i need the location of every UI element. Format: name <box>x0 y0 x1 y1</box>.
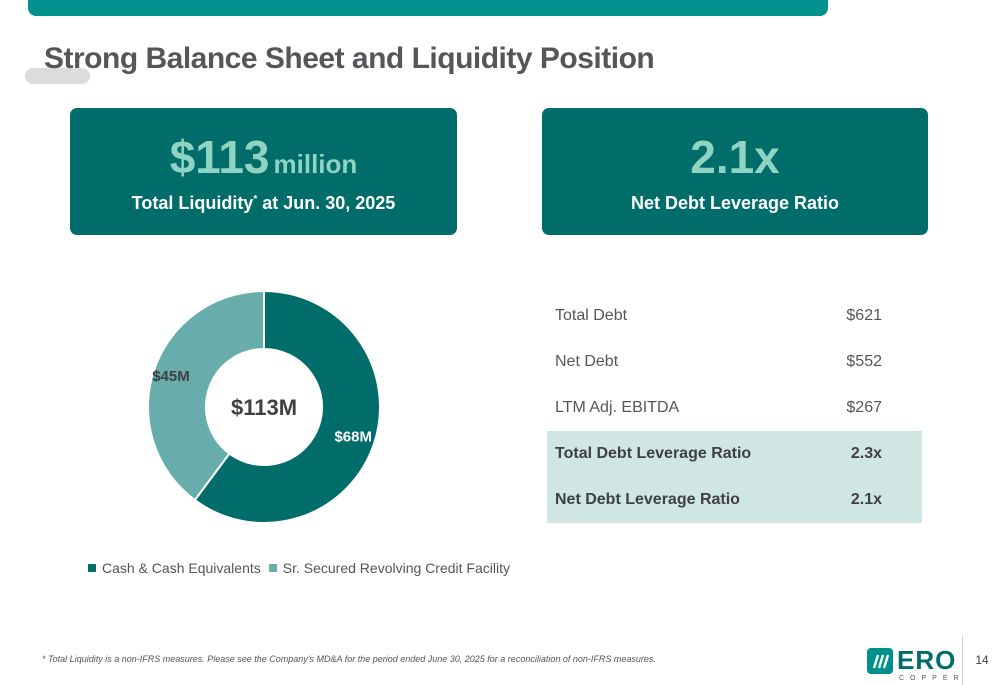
metric-value: 2.3x <box>816 431 922 477</box>
total-liquidity-card: $113 million Total Liquidity* at Jun. 30,… <box>70 108 457 235</box>
metric-label: LTM Adj. EBITDA <box>555 399 680 416</box>
chart-legend: Cash & Cash Equivalents Sr. Secured Revol… <box>88 560 510 576</box>
total-liquidity-date: at Jun. 30, 2025 <box>257 193 396 213</box>
debt-metrics-table: Total Debt $621 Net Debt $552 LTM Adj. EBITD… <box>547 293 922 523</box>
donut-data-label-0: $68M <box>334 429 372 446</box>
logo-text: ERO <box>897 645 957 675</box>
table-row: Net Debt $552 <box>547 339 922 385</box>
metric-value: $267 <box>846 399 882 416</box>
metric-label: Net Debt <box>555 353 619 370</box>
legend-swatch-1 <box>268 564 277 572</box>
table-row: Total Debt Leverage Ratio 2.3x <box>547 431 922 477</box>
total-liquidity-unit: million <box>273 149 358 179</box>
metric-value: $552 <box>846 353 882 370</box>
table-row: Net Debt Leverage Ratio 2.1x <box>547 477 922 523</box>
donut-slice-0 <box>193 289 381 524</box>
legend-label-0: Cash & Cash Equivalents <box>102 560 261 576</box>
donut-data-label-1: $45M <box>152 368 190 385</box>
legend-item-0: Cash & Cash Equivalents <box>88 560 261 576</box>
page-number: 14 <box>962 636 1000 685</box>
donut-center-label: $113M <box>231 395 297 420</box>
total-liquidity-value: $113 <box>169 131 270 183</box>
metric-label: Net Debt Leverage Ratio <box>547 477 817 523</box>
ero-copper-logo: ERO COPPER <box>865 645 960 685</box>
metric-value: 2.1x <box>816 477 922 523</box>
table-row: Total Debt $621 <box>547 293 922 339</box>
page-title: Strong Balance Sheet and Liquidity Posit… <box>44 42 655 75</box>
legend-label-1: Sr. Secured Revolving Credit Facility <box>282 560 510 576</box>
net-debt-leverage-value: 2.1x <box>690 131 780 183</box>
net-debt-leverage-card: 2.1x Net Debt Leverage Ratio <box>542 108 928 235</box>
metric-value: $621 <box>846 307 882 324</box>
net-debt-leverage-label: Net Debt Leverage Ratio <box>630 193 840 213</box>
metric-label: Total Debt Leverage Ratio <box>547 431 817 477</box>
metric-label: Total Debt <box>555 307 628 324</box>
footnote-marker: * <box>253 194 258 205</box>
title-accent <box>25 68 90 84</box>
footnote: * Total Liquidity is a non-IFRS measures… <box>42 654 656 664</box>
liquidity-donut-chart: $68M $45M $113M <box>147 289 381 524</box>
total-liquidity-label: Total Liquidity <box>131 193 254 213</box>
table-row: LTM Adj. EBITDA $267 <box>547 385 922 431</box>
logo-mark-icon <box>867 648 893 674</box>
logo-subtext: COPPER <box>899 675 965 682</box>
top-accent-bar <box>28 0 828 16</box>
donut-slice-1 <box>147 289 265 502</box>
legend-swatch-0 <box>88 564 96 572</box>
legend-item-1: Sr. Secured Revolving Credit Facility <box>268 560 510 576</box>
